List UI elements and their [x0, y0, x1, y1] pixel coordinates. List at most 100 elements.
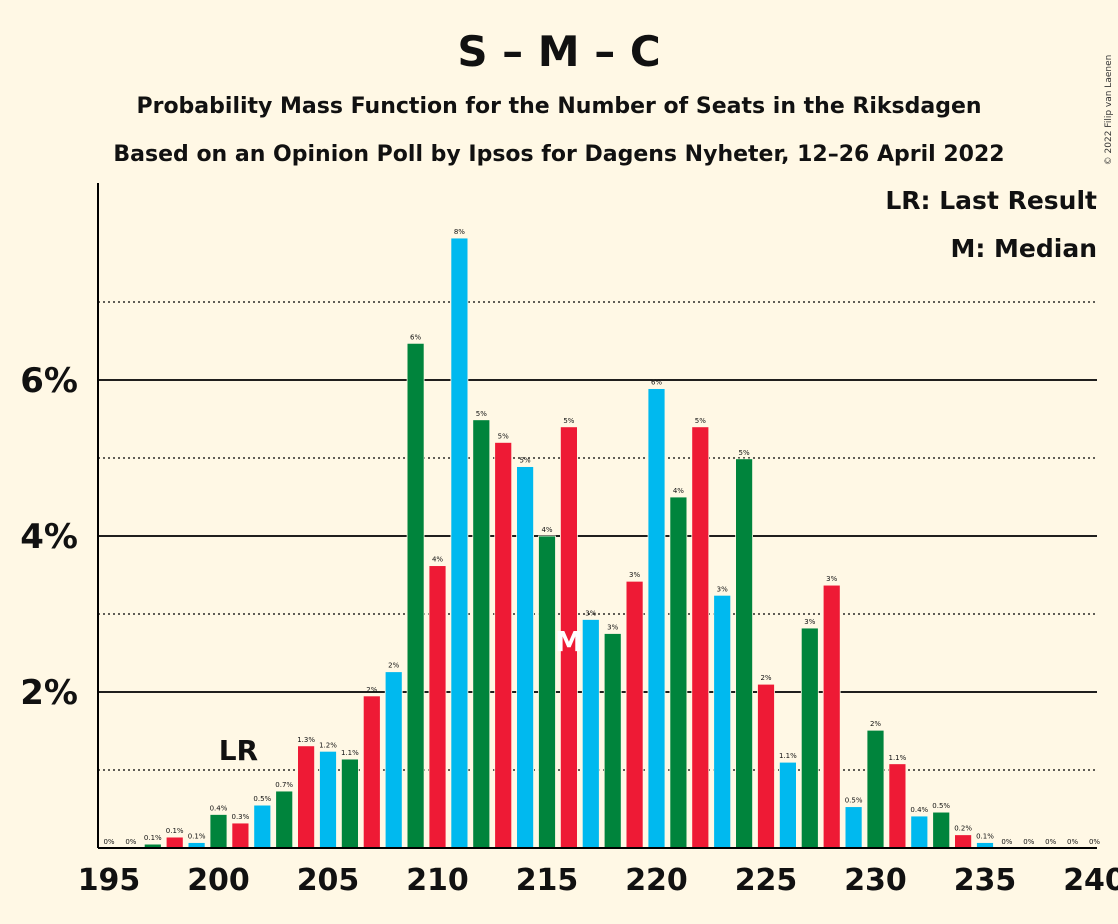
bar-labels-group: 0% 0% 0.1% 0.1% 0.1% 0.4% 0.3% 0.5% 0.7% 1.3% 1.2%… [103, 228, 1100, 846]
legend: LR: Last Result M: Median [885, 186, 1097, 263]
bar-value-label: 0.1% [188, 833, 206, 841]
bar-value-label: 0.5% [932, 802, 950, 810]
bar-value-label: 5% [476, 410, 487, 418]
x-tick-label: 225 [735, 863, 798, 898]
bar [406, 342, 425, 849]
y-tick-bg [18, 514, 80, 554]
axes-group [97, 183, 1097, 849]
bar [844, 806, 863, 849]
bar [472, 419, 491, 849]
bar-value-label: 3% [804, 618, 815, 626]
bar-value-label: 0% [125, 838, 136, 846]
bar [910, 815, 929, 849]
bar-value-label: 0.5% [253, 795, 271, 803]
x-tick-label: 235 [954, 863, 1017, 898]
bar-value-label: 4% [541, 526, 552, 534]
bar [691, 426, 710, 849]
bar-value-label: 0.4% [210, 804, 228, 812]
bar [625, 580, 644, 849]
y-tick-label: 2% [20, 673, 78, 713]
copyright-notice: © 2022 Filip van Laenen [1104, 55, 1114, 166]
y-tick-bg [18, 358, 80, 398]
bar-value-label: 5% [520, 457, 531, 465]
median-marker: M [555, 625, 583, 658]
bar-value-label: 5% [498, 432, 509, 440]
x-tick-label: 220 [625, 863, 688, 898]
bar [209, 814, 228, 849]
bar [340, 758, 359, 849]
bar [319, 750, 337, 849]
legend-median: M: Median [950, 234, 1097, 263]
chart-subtitle-2: Based on an Opinion Poll by Ipsos for Da… [113, 142, 1004, 167]
bar [779, 761, 797, 849]
bar-value-label: 6% [410, 333, 421, 341]
bars-group [143, 237, 994, 849]
bar-value-label: 0.3% [232, 813, 250, 821]
bar-value-label: 8% [454, 228, 465, 236]
chart-title: S – M – C [457, 27, 660, 76]
last-result-marker: LR [219, 734, 258, 767]
y-tick-label: 6% [20, 361, 78, 401]
bar-value-label: 0% [1045, 838, 1056, 846]
y-tick-bg [18, 670, 80, 710]
x-tick-label: 210 [406, 863, 469, 898]
bar [384, 671, 403, 849]
bar [297, 745, 316, 849]
bar-value-label: 1.1% [341, 749, 359, 757]
bar-value-label: 2% [388, 662, 399, 670]
bar [735, 458, 753, 849]
bar [231, 822, 250, 849]
x-tick-label: 230 [844, 863, 907, 898]
bar [932, 811, 951, 849]
bar-value-label: 0% [1001, 838, 1012, 846]
bar-value-label: 3% [717, 585, 728, 593]
x-tick-label: 200 [187, 863, 250, 898]
bar-value-label: 4% [673, 487, 684, 495]
bar [165, 836, 184, 849]
bar-value-label: 5% [563, 417, 574, 425]
bar [538, 535, 556, 849]
bar-value-label: 0.4% [910, 806, 928, 814]
bar-value-label: 1.2% [319, 741, 337, 749]
bar-value-label: 0.2% [954, 825, 972, 833]
bar-value-label: 1.1% [889, 754, 907, 762]
bar-value-label: 3% [629, 571, 640, 579]
bar-value-label: 1.1% [779, 752, 797, 760]
bar-value-label: 0.1% [166, 827, 184, 835]
bar [669, 496, 688, 849]
bar [516, 466, 534, 849]
bar-value-label: 0.5% [845, 797, 863, 805]
bar-value-label: 3% [607, 624, 618, 632]
gridlines [98, 301, 1097, 771]
bar-value-label: 0% [103, 838, 114, 846]
tick-labels-group: 2% 4% 6% 195 200 205 210 215 220 225 230 235 240 [18, 358, 1118, 898]
bar [603, 633, 622, 849]
y-tick-label: 4% [20, 517, 78, 557]
x-tick-label: 215 [516, 863, 579, 898]
bar [866, 729, 885, 849]
bar-value-label: 0.1% [144, 834, 162, 842]
bar-value-label: 5% [739, 449, 750, 457]
bar [275, 790, 294, 849]
bar [362, 695, 381, 849]
x-tick-label: 195 [78, 863, 141, 898]
bar [428, 565, 447, 849]
bar [954, 834, 972, 849]
bar [713, 594, 732, 849]
bar-value-label: 0% [1067, 838, 1078, 846]
bar-value-label: 2% [366, 686, 377, 694]
bar [822, 584, 841, 849]
bar-value-label: 3% [826, 575, 837, 583]
bar-value-label: 0% [1089, 838, 1100, 846]
bar-value-label: 2% [760, 674, 771, 682]
bar [647, 388, 666, 849]
bar-value-label: 2% [870, 720, 881, 728]
bar-value-label: 5% [695, 417, 706, 425]
chart-subtitle-1: Probability Mass Function for the Number… [136, 94, 981, 119]
bar [581, 619, 600, 849]
bar [450, 237, 469, 849]
bar-value-label: 6% [651, 379, 662, 387]
bar [494, 441, 513, 849]
bar [757, 683, 775, 849]
